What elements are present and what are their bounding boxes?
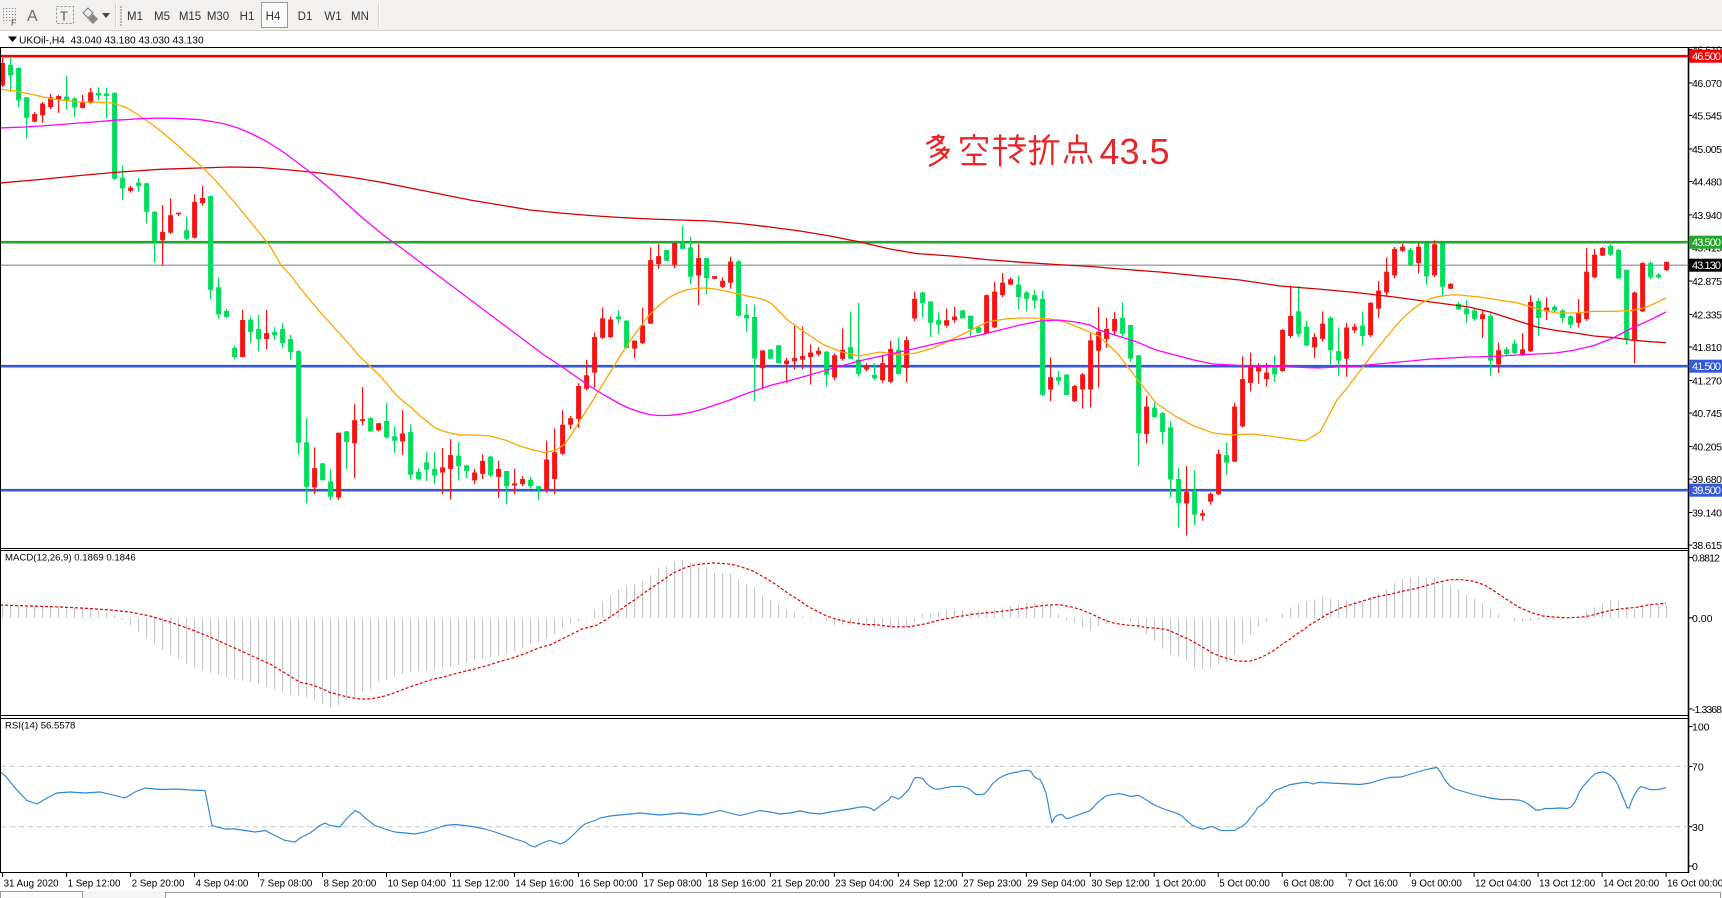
svg-text:MN: MN	[351, 11, 369, 23]
svg-text:14 Sep 16:00: 14 Sep 16:00	[515, 879, 574, 890]
svg-text:30: 30	[1692, 822, 1704, 834]
svg-text:46.500: 46.500	[1692, 51, 1721, 63]
svg-text:RSI(14) 56.5578: RSI(14) 56.5578	[5, 721, 75, 732]
svg-text:0.8812: 0.8812	[1692, 553, 1720, 565]
svg-text:12 Oct 04:00: 12 Oct 04:00	[1475, 879, 1532, 890]
svg-text:5 Oct 00:00: 5 Oct 00:00	[1219, 879, 1270, 890]
svg-text:38.615: 38.615	[1692, 540, 1722, 552]
svg-text:31 Aug 2020: 31 Aug 2020	[4, 879, 60, 890]
svg-text:11 Sep 12:00: 11 Sep 12:00	[452, 879, 510, 890]
svg-text:43.5: 43.5	[1100, 131, 1170, 172]
svg-text:21 Sep 20:00: 21 Sep 20:00	[771, 879, 830, 890]
svg-text:43.940: 43.940	[1692, 210, 1722, 222]
svg-text:44.480: 44.480	[1692, 177, 1722, 189]
svg-text:41.500: 41.500	[1692, 361, 1721, 373]
svg-text:70: 70	[1692, 761, 1704, 773]
svg-text:1 Sep 12:00: 1 Sep 12:00	[68, 879, 121, 890]
svg-text:H1: H1	[240, 11, 255, 23]
svg-text:39.500: 39.500	[1692, 485, 1721, 497]
svg-text:4 Sep 04:00: 4 Sep 04:00	[196, 879, 249, 890]
svg-text:27 Sep 23:00: 27 Sep 23:00	[963, 879, 1022, 890]
svg-text:M5: M5	[154, 11, 170, 23]
svg-text:16 Sep 00:00: 16 Sep 00:00	[579, 879, 638, 890]
svg-text:A: A	[27, 8, 38, 25]
svg-text:H4: H4	[266, 11, 281, 23]
svg-text:41.810: 41.810	[1692, 342, 1722, 354]
svg-text:43.130: 43.130	[1692, 260, 1721, 272]
svg-text:46.070: 46.070	[1692, 78, 1722, 90]
svg-text:43.500: 43.500	[1692, 237, 1721, 249]
svg-text:41.270: 41.270	[1692, 376, 1722, 388]
svg-text:42.335: 42.335	[1692, 309, 1722, 321]
svg-text:14 Oct 20:00: 14 Oct 20:00	[1603, 879, 1660, 890]
svg-text:23 Sep 04:00: 23 Sep 04:00	[835, 879, 894, 890]
svg-text:T: T	[60, 9, 68, 24]
svg-text:7 Oct 16:00: 7 Oct 16:00	[1347, 879, 1398, 890]
svg-text:UKOil-,H4 43.040 43.180 43.03: UKOil-,H4 43.040 43.180 43.030 43.130	[19, 36, 204, 47]
svg-text:1 Oct 20:00: 1 Oct 20:00	[1155, 879, 1206, 890]
svg-text:100: 100	[1692, 722, 1710, 734]
svg-text:M1: M1	[127, 11, 143, 23]
svg-text:45.005: 45.005	[1692, 144, 1722, 156]
svg-text:13 Oct 12:00: 13 Oct 12:00	[1539, 879, 1596, 890]
svg-text:0.00: 0.00	[1692, 613, 1713, 625]
svg-text:7 Sep 08:00: 7 Sep 08:00	[260, 879, 313, 890]
svg-text:2 Sep 20:00: 2 Sep 20:00	[132, 879, 185, 890]
svg-text:40.745: 40.745	[1692, 408, 1722, 420]
svg-text:42.875: 42.875	[1692, 276, 1722, 288]
svg-text:10 Sep 04:00: 10 Sep 04:00	[388, 879, 447, 890]
svg-text:18 Sep 16:00: 18 Sep 16:00	[707, 879, 766, 890]
svg-text:29 Sep 04:00: 29 Sep 04:00	[1027, 879, 1086, 890]
svg-text:17 Sep 08:00: 17 Sep 08:00	[643, 879, 702, 890]
svg-text:M15: M15	[179, 11, 201, 23]
svg-text:16 Oct 00:00: 16 Oct 00:00	[1667, 879, 1722, 890]
svg-text:24 Sep 12:00: 24 Sep 12:00	[899, 879, 958, 890]
svg-text:D1: D1	[298, 11, 313, 23]
svg-text:45.545: 45.545	[1692, 110, 1722, 122]
svg-text:F: F	[11, 18, 16, 28]
svg-text:0: 0	[1692, 861, 1698, 873]
svg-text:40.205: 40.205	[1692, 442, 1722, 454]
svg-text:MACD(12,26,9) 0.1869 0.1846: MACD(12,26,9) 0.1869 0.1846	[5, 553, 136, 564]
svg-text:39.140: 39.140	[1692, 508, 1722, 520]
svg-text:9 Oct 00:00: 9 Oct 00:00	[1411, 879, 1462, 890]
svg-text:-1.3368: -1.3368	[1692, 704, 1722, 716]
svg-text:W1: W1	[324, 11, 341, 23]
svg-text:M30: M30	[207, 11, 229, 23]
svg-text:39.680: 39.680	[1692, 474, 1722, 486]
svg-text:6 Oct 08:00: 6 Oct 08:00	[1283, 879, 1334, 890]
svg-text:8 Sep 20:00: 8 Sep 20:00	[324, 879, 377, 890]
svg-text:30 Sep 12:00: 30 Sep 12:00	[1091, 879, 1150, 890]
